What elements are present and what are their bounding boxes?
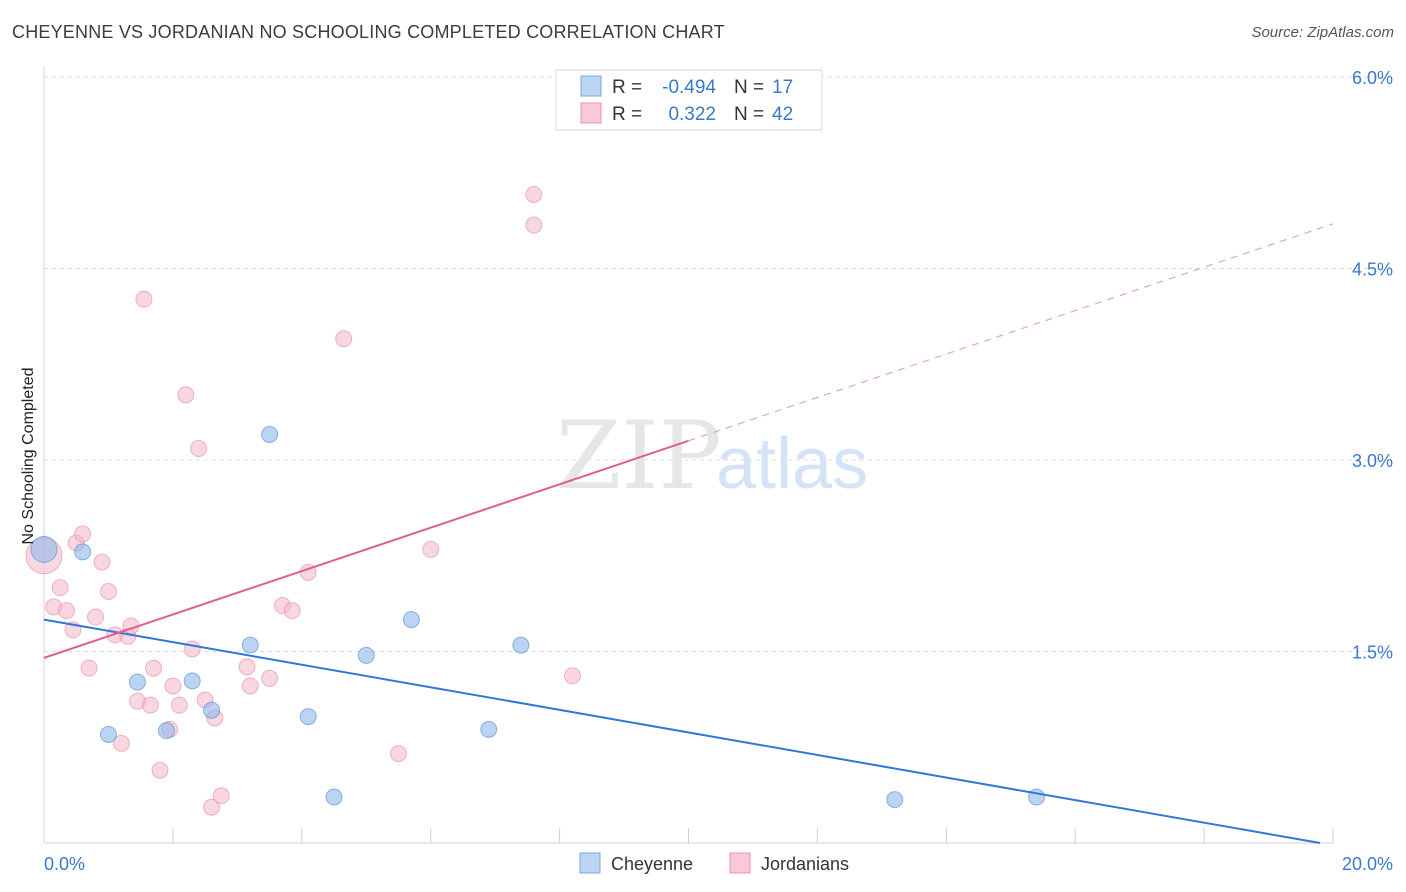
y-tick-label: 1.5%	[1352, 643, 1393, 663]
cheyenne-points	[30, 425, 1046, 809]
x-tick-label: 0.0%	[44, 854, 85, 874]
y-tick-label: 4.5%	[1352, 260, 1393, 280]
stats-r-label-cheyenne: R =	[612, 77, 642, 98]
jordanians-point	[190, 440, 208, 458]
x-tick-labels: 0.0% 20.0%	[44, 854, 1393, 874]
cheyenne-point	[357, 646, 375, 664]
jordanians-point	[151, 761, 169, 779]
chart-source: Source: ZipAtlas.com	[1251, 24, 1394, 41]
jordanians-point	[238, 658, 256, 676]
cheyenne-point	[128, 673, 146, 691]
chart-title: CHEYENNE VS JORDANIAN NO SCHOOLING COMPL…	[12, 22, 725, 42]
cheyenne-point	[480, 720, 498, 738]
grid-lines	[44, 76, 1392, 652]
jordanians-point	[212, 787, 230, 805]
y-axis-label: No Schooling Completed	[20, 368, 37, 545]
jordanians-point	[525, 216, 543, 234]
stats-r-label-jordanians: R =	[612, 104, 642, 125]
jordanians-point	[525, 185, 543, 203]
jordanians-points	[25, 185, 581, 816]
jordanians-point	[170, 696, 188, 714]
watermark-zip: ZIP	[556, 402, 722, 511]
x-axis-ticks	[172, 828, 1334, 843]
jordanians-point	[99, 582, 117, 600]
cheyenne-point	[203, 701, 221, 719]
stats-r-value-cheyenne: -0.494	[662, 77, 716, 98]
stats-swatch-cheyenne	[580, 75, 602, 97]
jordanians-point	[87, 608, 105, 626]
stats-n-label-jordanians: N =	[734, 104, 764, 125]
cheyenne-point	[99, 725, 117, 743]
jordanians-point	[422, 540, 440, 558]
jordanians-point	[51, 579, 69, 597]
x-tick-label: 20.0%	[1342, 854, 1393, 874]
cheyenne-point	[74, 543, 92, 561]
jordanians-point	[74, 525, 92, 543]
jordanians-point	[80, 659, 98, 677]
stats-n-value-jordanians: 42	[772, 104, 793, 125]
y-tick-labels: 1.5% 3.0% 4.5% 6.0%	[1352, 68, 1393, 663]
jordanians-point	[563, 667, 581, 685]
cheyenne-regression-line	[43, 618, 1321, 844]
y-tick-label: 3.0%	[1352, 451, 1393, 471]
jordanians-point	[141, 696, 159, 714]
cheyenne-point	[157, 722, 175, 740]
regression-lines	[43, 223, 1334, 844]
watermark-atlas: atlas	[716, 424, 868, 504]
y-tick-label: 6.0%	[1352, 68, 1393, 88]
jordanians-point	[135, 290, 153, 308]
cheyenne-point	[325, 788, 343, 806]
legend-swatch-jordanians	[729, 852, 751, 874]
stats-swatch-jordanians	[580, 102, 602, 124]
stats-r-value-jordanians: 0.322	[668, 104, 716, 125]
jordanians-regression-extension	[688, 223, 1334, 442]
jordanians-point	[241, 677, 259, 695]
jordanians-regression-line	[43, 439, 689, 659]
cheyenne-point	[241, 636, 259, 654]
jordanians-point	[389, 745, 407, 763]
cheyenne-point	[886, 791, 904, 809]
jordanians-point	[203, 798, 221, 816]
jordanians-point	[283, 602, 301, 620]
jordanians-point	[261, 669, 279, 687]
cheyenne-point	[402, 611, 420, 629]
jordanians-point	[93, 553, 111, 571]
cheyenne-point	[299, 708, 317, 726]
jordanians-point	[164, 677, 182, 695]
stats-n-label-cheyenne: N =	[734, 77, 764, 98]
stats-n-value-cheyenne: 17	[772, 77, 793, 98]
cheyenne-point	[30, 535, 58, 563]
legend-label-cheyenne: Cheyenne	[611, 854, 693, 874]
jordanians-point	[177, 386, 195, 404]
watermark: ZIP atlas	[556, 402, 868, 511]
jordanians-point	[145, 659, 163, 677]
legend-swatch-cheyenne	[579, 852, 601, 874]
legend-label-jordanians: Jordanians	[761, 854, 849, 874]
jordanians-point	[58, 602, 76, 620]
jordanians-point	[183, 640, 201, 658]
bottom-legend: Cheyenne Jordanians	[579, 852, 849, 874]
cheyenne-point	[183, 672, 201, 690]
jordanians-point	[335, 330, 353, 348]
jordanians-point	[112, 734, 130, 752]
cheyenne-point	[512, 636, 530, 654]
stats-box: R = -0.494 N = 17 R = 0.322 N = 42	[555, 69, 823, 131]
cheyenne-point	[261, 425, 279, 443]
